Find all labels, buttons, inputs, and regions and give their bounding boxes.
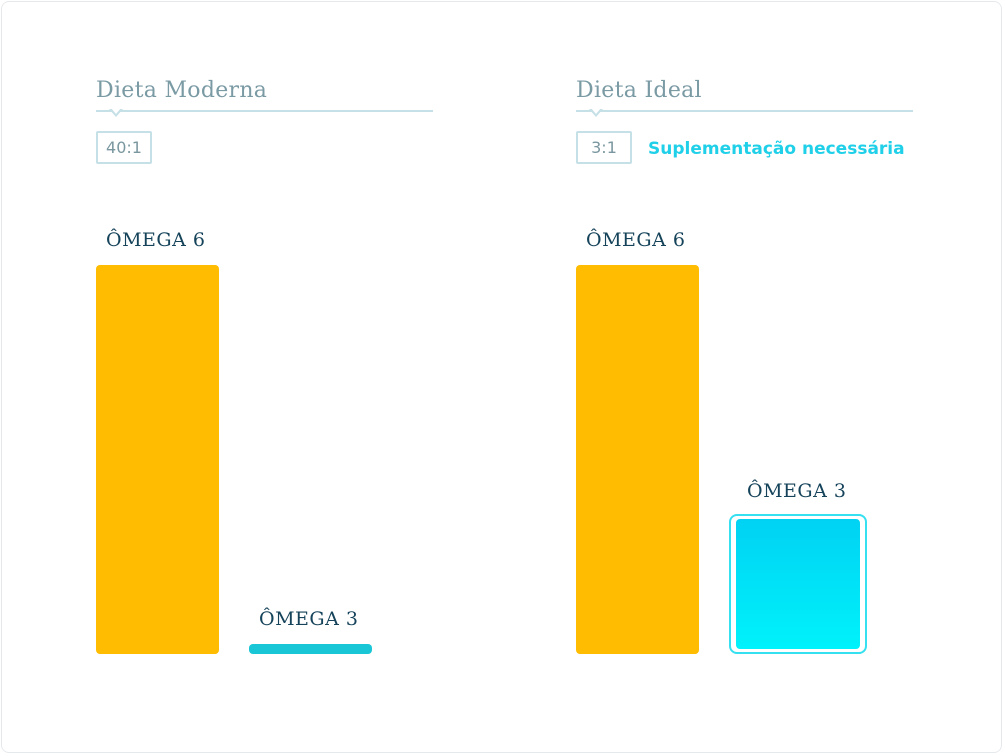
bar-label-omega-6: ÔMEGA 6 xyxy=(586,229,686,251)
bar-omega-6 xyxy=(576,265,699,654)
title-divider-notch xyxy=(109,108,123,117)
chart-panel-modern-diet: Dieta Moderna 40:1 ÔMEGA 6 ÔMEGA 3 xyxy=(96,0,496,756)
supplement-note: Suplementação necessária xyxy=(648,139,905,159)
bar-label-omega-3: ÔMEGA 3 xyxy=(747,480,847,503)
chart-title: Dieta Ideal xyxy=(576,78,702,103)
bar-label-omega-6: ÔMEGA 6 xyxy=(106,229,206,251)
chart-title: Dieta Moderna xyxy=(96,78,268,103)
title-divider xyxy=(96,110,433,112)
chart-panel-ideal-diet: Dieta Ideal 3:1 Suplementação necessária… xyxy=(576,0,976,756)
bar-label-omega-3: ÔMEGA 3 xyxy=(259,608,359,631)
bar-omega-3 xyxy=(249,644,372,654)
title-divider-notch xyxy=(589,108,603,117)
ratio-badge: 3:1 xyxy=(576,131,632,164)
bar-omega-6 xyxy=(96,265,219,654)
ratio-badge: 40:1 xyxy=(96,131,152,164)
bar-omega-3 xyxy=(736,519,860,649)
title-divider xyxy=(576,110,913,112)
